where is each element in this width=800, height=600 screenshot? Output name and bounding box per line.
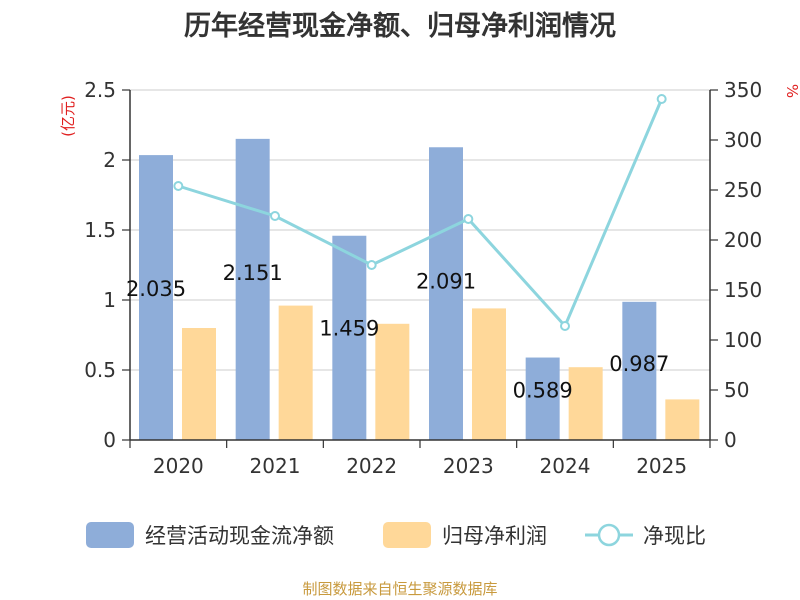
legend-swatch-net-profit [383,522,431,548]
bar-data-label: 2.091 [416,269,476,293]
y-right-unit-label: % [783,84,800,98]
bar-net-profit [472,308,506,440]
ratio-point [560,321,570,331]
bar-net-profit [665,399,700,440]
x-tick-label: 2021 [250,454,301,478]
y-right-tick-label: 0 [724,428,737,452]
ratio-point [173,181,184,191]
bar-cash-flow [622,301,657,440]
legend-marker-ratio [597,523,621,547]
legend-label-net-profit: 归母净利润 [442,524,547,548]
y-right-tick-label: 250 [724,178,762,202]
source-note: 制图数据来自恒生聚源数据库 [302,580,498,598]
bar-net-profit [568,367,603,440]
ratio-point [270,211,280,221]
x-tick-label: 2025 [636,454,687,478]
bar-data-label: 1.459 [319,317,379,341]
x-tick-label: 2024 [540,454,591,478]
y-left-tick-label: 0.5 [84,358,116,382]
x-tick-label: 2020 [153,454,204,478]
bar-data-label: 2.035 [126,277,186,301]
y-left-tick-label: 2.5 [84,78,116,102]
y-right-tick-label: 100 [724,328,762,352]
y-left-tick-label: 1 [103,288,116,312]
y-right-tick-label: 300 [724,128,762,152]
bar-net-profit [375,323,410,440]
legend-label-ratio: 净现比 [643,524,706,548]
y-right-tick-label: 350 [724,78,762,102]
y-left-tick-label: 1.5 [84,218,116,242]
x-tick-label: 2022 [346,454,397,478]
bar-cash-flow [332,235,367,440]
bar-data-label: 2.151 [223,261,283,285]
bar-net-profit [278,305,313,440]
ratio-point [366,260,377,270]
bar-cash-flow [235,138,270,441]
chart-title: 历年经营现金净额、归母净利润情况 [184,11,616,42]
bar-data-label: 0.987 [609,352,669,376]
y-right-tick-label: 200 [724,228,762,252]
x-tick-label: 2023 [443,454,494,478]
legend-label-cash-flow: 经营活动现金流净额 [145,524,334,548]
bar-net-profit [182,328,216,440]
y-right-tick-label: 50 [724,378,749,402]
y-right-tick-label: 150 [724,278,762,302]
bar-cash-flow [139,155,173,440]
ratio-point [463,214,474,224]
bar-cash-flow [429,147,463,440]
bar-cash-flow [525,357,560,440]
ratio-line [177,98,664,329]
legend-swatch-cash-flow [86,522,134,548]
ratio-point [656,94,667,104]
y-left-tick-label: 0 [103,428,116,452]
bar-data-label: 0.589 [513,379,573,403]
y-left-unit-label: (亿元) [59,95,77,137]
y-left-tick-label: 2 [103,148,116,172]
